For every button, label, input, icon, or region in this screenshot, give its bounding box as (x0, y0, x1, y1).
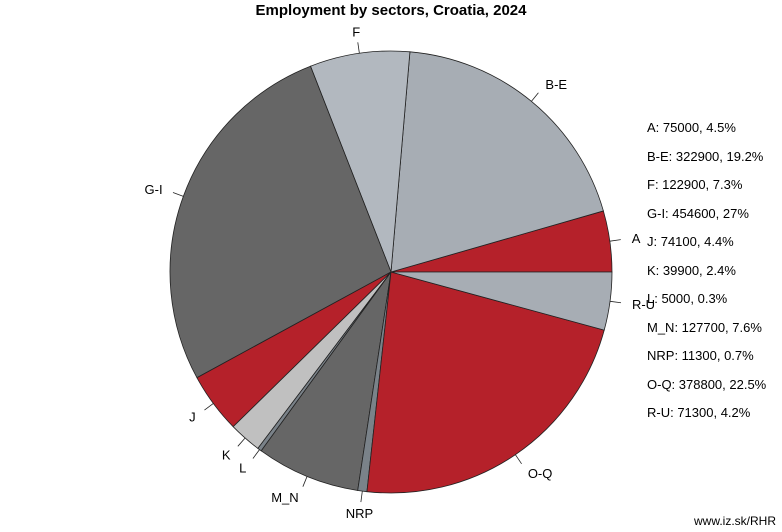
slice-label: G-I (145, 182, 163, 197)
slice-label: F (352, 24, 360, 39)
slice-tick (204, 403, 214, 411)
legend-item: F: 122900, 7.3% (647, 177, 743, 192)
slice-g-i (169, 65, 392, 379)
legend-item: J: 74100, 4.4% (647, 234, 734, 249)
slice-tick (237, 437, 246, 447)
slice-label: L (239, 460, 246, 475)
source-link[interactable]: www.iz.sk/RHR (693, 514, 776, 528)
legend: A: 75000, 4.5% B-E: 322900, 19.2% F: 12290… (647, 119, 766, 433)
legend-item: R-U: 71300, 4.2% (647, 405, 751, 420)
slice-tick (302, 476, 308, 487)
slice-b-e (390, 51, 604, 273)
slice-label: K (222, 448, 231, 463)
slice-label: J (189, 410, 196, 425)
legend-item: K: 39900, 2.4% (647, 262, 736, 278)
slice-tick (172, 192, 184, 197)
legend-item: NRP: 11300, 0.7% (647, 348, 754, 363)
legend-item: M_N: 127700, 7.6% (647, 319, 762, 335)
slice-label: O-Q (528, 466, 553, 481)
slice-label: M_N (271, 490, 298, 505)
slice-f (309, 50, 411, 273)
slice-label: B-E (545, 77, 567, 92)
slice-label: A (632, 231, 641, 246)
slice-r-u (390, 271, 613, 331)
slice-tick (531, 92, 539, 102)
legend-item: B-E: 322900, 19.2% (647, 148, 764, 164)
slice-tick (609, 239, 621, 242)
slice-tick (360, 491, 363, 503)
slice-tick (252, 449, 260, 459)
slice-tick (515, 454, 522, 465)
legend-item: A: 75000, 4.5% (647, 120, 736, 135)
slice-label: R-U (632, 297, 655, 312)
slice-tick (609, 300, 622, 304)
slice-tick (357, 42, 360, 54)
legend-item: G-I: 454600, 27% (647, 205, 749, 221)
legend-item: L: 5000, 0.3% (647, 291, 728, 306)
legend-item: O-Q: 378800, 22.5% (647, 376, 767, 392)
chart-title: Employment by sectors, Croatia, 2024 (255, 2, 527, 19)
slice-label: NRP (346, 506, 373, 521)
slice-m_n (260, 271, 392, 491)
